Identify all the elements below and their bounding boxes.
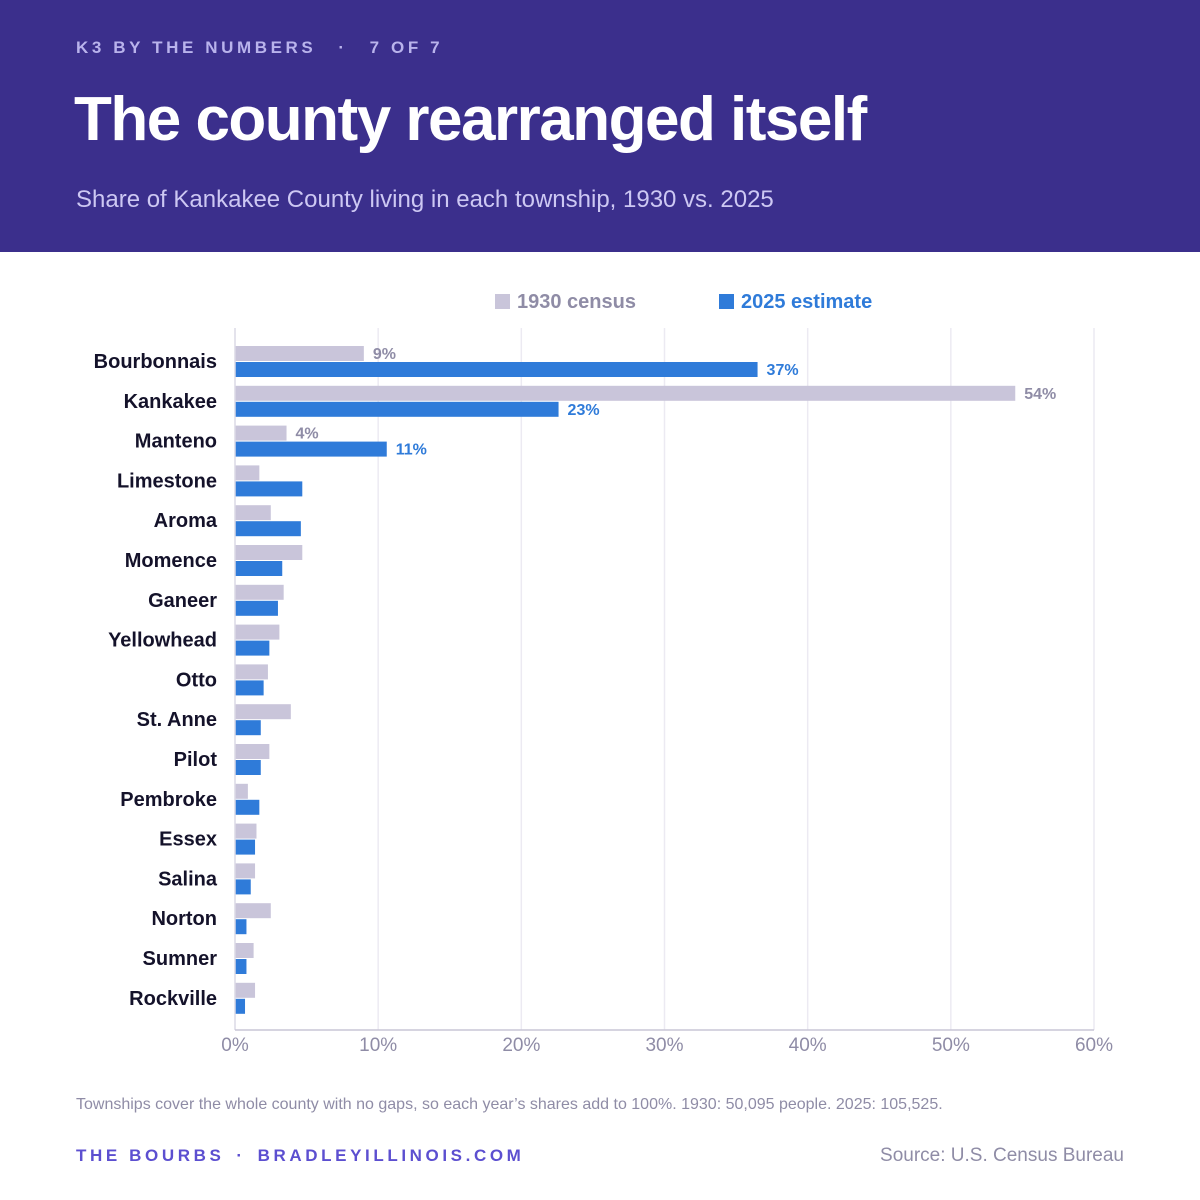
bar — [235, 465, 260, 481]
bar — [235, 704, 291, 720]
category-label: Norton — [151, 908, 217, 930]
data-label: 37% — [767, 362, 799, 379]
category-label: Aroma — [154, 510, 218, 532]
legend-swatch-1 — [495, 294, 510, 309]
legend-label-2: 2025 estimate — [741, 291, 872, 313]
bar — [235, 600, 278, 616]
bar — [235, 959, 247, 974]
category-label: Bourbonnais — [94, 351, 217, 373]
data-label: 4% — [296, 426, 319, 443]
category-label: Manteno — [135, 431, 217, 453]
category-label: Kankakee — [124, 391, 217, 413]
bar — [235, 584, 284, 600]
category-label: Salina — [158, 868, 218, 890]
page-title: The county rearranged itself — [74, 85, 867, 154]
bar — [235, 839, 256, 855]
category-label: Yellowhead — [108, 630, 217, 652]
bar — [235, 998, 246, 1014]
bar — [235, 783, 248, 799]
category-label: Momence — [125, 550, 217, 572]
data-label: 54% — [1024, 386, 1056, 403]
bar — [235, 545, 303, 560]
footnote: Townships cover the whole county with no… — [76, 1096, 943, 1113]
category-label: Essex — [159, 829, 217, 851]
bar — [235, 982, 256, 998]
data-label: 23% — [568, 402, 600, 419]
bar — [235, 903, 271, 919]
bar — [235, 624, 280, 640]
category-label: Pilot — [174, 749, 218, 771]
series-name: K3 BY THE NUMBERS — [76, 38, 317, 57]
kicker: K3 BY THE NUMBERS · 7 OF 7 — [76, 38, 443, 58]
category-label: Ganeer — [148, 590, 217, 612]
data-label: 11% — [396, 442, 427, 459]
x-tick-label: 30% — [645, 1035, 683, 1056]
bar — [235, 744, 270, 759]
category-label: Limestone — [117, 470, 217, 492]
page-position: 7 OF 7 — [369, 38, 444, 57]
category-label: Otto — [176, 669, 217, 691]
legend-swatch-2 — [719, 294, 734, 309]
bar — [235, 863, 256, 879]
brand-separator: · — [236, 1146, 246, 1165]
bar — [235, 425, 287, 441]
township-share-chart: 1930 census 2025 estimate Bourbonnais 9% 37%… — [94, 291, 1113, 1056]
brand-name: THE BOURBS — [76, 1146, 225, 1165]
brand-site: BRADLEYILLINOIS.COM — [257, 1146, 525, 1165]
page-subtitle: Share of Kankakee County living in each … — [76, 186, 774, 213]
bar — [235, 640, 270, 656]
header-banner: K3 BY THE NUMBERS · 7 OF 7 The county rear… — [0, 0, 1200, 252]
bar — [235, 680, 264, 696]
category-label: Pembroke — [120, 789, 217, 811]
brand: THE BOURBS · BRADLEYILLINOIS.COM — [76, 1146, 524, 1166]
bar — [235, 561, 283, 576]
bar — [235, 823, 257, 839]
legend-label-1: 1930 census — [517, 291, 636, 313]
bar — [235, 521, 301, 537]
bar — [235, 362, 758, 377]
bar — [235, 441, 387, 457]
category-label: Sumner — [143, 948, 218, 970]
kicker-separator: · — [338, 38, 348, 57]
bar — [235, 401, 559, 417]
bar — [235, 919, 247, 935]
data-label: 9% — [373, 346, 396, 363]
x-tick-label: 40% — [789, 1035, 827, 1056]
bar — [235, 664, 268, 680]
x-tick-label: 50% — [932, 1035, 970, 1056]
x-tick-label: 20% — [502, 1035, 540, 1056]
bar — [235, 943, 254, 958]
bar — [235, 385, 1016, 401]
category-label: St. Anne — [137, 709, 217, 731]
x-tick-label: 0% — [221, 1035, 249, 1056]
bar — [235, 505, 271, 521]
x-tick-label: 10% — [359, 1035, 397, 1056]
bar — [235, 799, 260, 815]
bar — [235, 720, 261, 736]
bar — [235, 760, 261, 775]
bar — [235, 879, 251, 895]
source-credit: Source: U.S. Census Bureau — [880, 1145, 1124, 1166]
x-tick-label: 60% — [1075, 1035, 1113, 1056]
bar — [235, 346, 364, 361]
category-label: Rockville — [129, 988, 217, 1010]
bar — [235, 481, 303, 497]
